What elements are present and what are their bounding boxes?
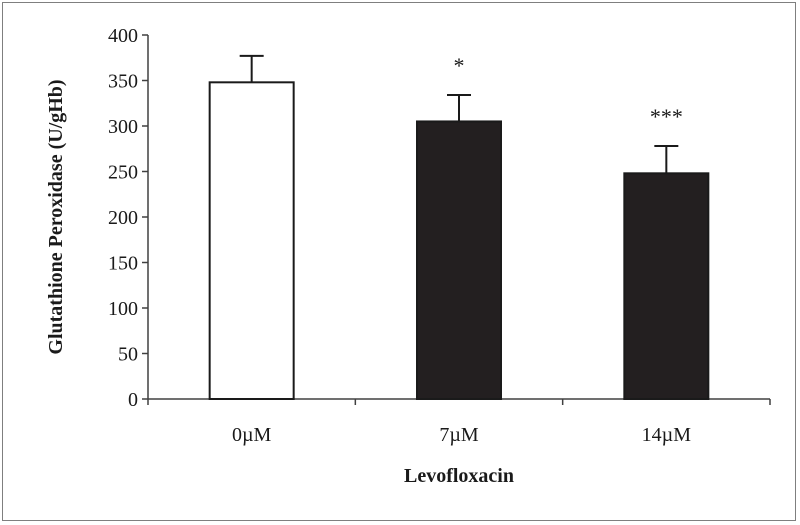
- bar: [623, 172, 710, 400]
- y-tick-label: 350: [108, 71, 138, 93]
- y-axis-title: Glutathione Peroxidase (U/gHb): [45, 79, 67, 354]
- bar: [208, 81, 295, 400]
- x-axis-title: Levofloxacin: [404, 465, 514, 487]
- y-tick-label: 0: [128, 389, 138, 411]
- significance-marker: ***: [650, 104, 683, 129]
- y-tick-label: 400: [108, 25, 138, 47]
- bar: [416, 120, 502, 400]
- bars: ****: [208, 53, 710, 400]
- x-ticks: 0µM 7µM 14µM: [147, 399, 771, 446]
- x-tick-label: 7µM: [439, 424, 479, 446]
- y-tick-label: 150: [108, 253, 138, 275]
- x-tick-label: 0µM: [232, 424, 272, 446]
- y-tick-label: 250: [108, 162, 138, 184]
- significance-marker: *: [454, 53, 465, 78]
- y-tick-label: 200: [108, 207, 138, 229]
- y-tick-label: 100: [108, 298, 138, 320]
- y-tick-label: 50: [118, 344, 138, 366]
- y-tick-label: 300: [108, 116, 138, 138]
- x-tick-label: 14µM: [642, 424, 692, 446]
- y-ticks: 0 50 100 150 200 250 300 350 400: [108, 25, 148, 411]
